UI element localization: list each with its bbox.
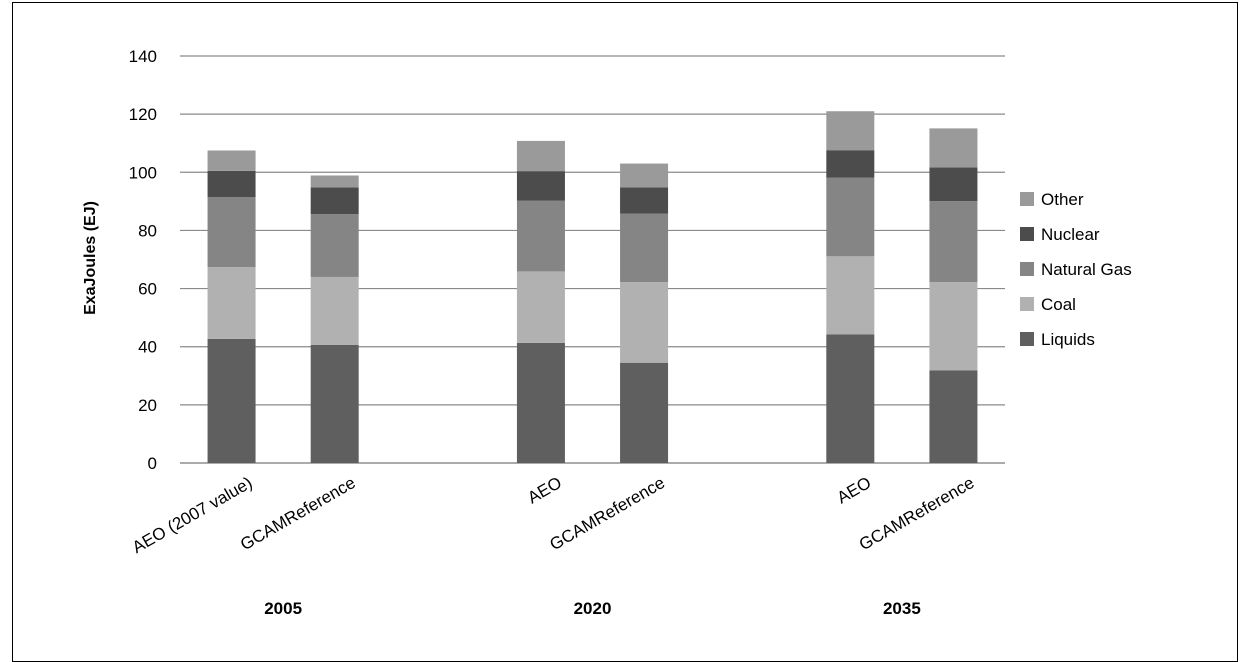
bar-natural-gas-2 xyxy=(516,200,565,272)
bar-natural-gas-1 xyxy=(310,214,359,277)
bar-coal-4 xyxy=(826,256,875,335)
bar-nuclear-5 xyxy=(929,167,978,202)
x-tick-label: AEO xyxy=(834,473,875,507)
bar-coal-5 xyxy=(929,282,978,371)
bar-liquids-4 xyxy=(826,334,875,463)
bar-coal-3 xyxy=(620,282,669,363)
legend-label: Other xyxy=(1041,190,1084,209)
x-tick-label: GCAMReference xyxy=(856,473,978,554)
y-tick-labels: 0 20 40 60 80 100 120 140 xyxy=(129,47,157,473)
bars xyxy=(207,111,978,463)
legend-swatch-nuclear xyxy=(1020,227,1034,241)
bar-nuclear-3 xyxy=(620,187,669,214)
bar-coal-0 xyxy=(207,267,256,339)
bar-coal-2 xyxy=(516,271,565,343)
y-tick-label: 80 xyxy=(138,221,157,240)
group-label-2035: 2035 xyxy=(883,599,921,618)
bar-liquids-0 xyxy=(207,338,256,463)
x-tick-label: AEO xyxy=(524,473,565,507)
bar-natural-gas-0 xyxy=(207,196,256,268)
bar-natural-gas-3 xyxy=(620,213,669,283)
y-axis-label: ExaJoules (EJ) xyxy=(82,201,99,315)
x-tick-labels: AEO (2007 value)GCAMReference AEOGCAMRefe… xyxy=(129,473,977,557)
gridlines xyxy=(180,55,1005,464)
bar-other-5 xyxy=(929,128,978,168)
y-tick-label: 60 xyxy=(138,280,157,299)
group-label-2005: 2005 xyxy=(264,599,302,618)
y-tick-label: 40 xyxy=(138,338,157,357)
legend-label: Nuclear xyxy=(1041,225,1100,244)
group-label-2020: 2020 xyxy=(574,599,612,618)
bar-other-0 xyxy=(207,150,256,171)
bar-other-4 xyxy=(826,111,875,151)
bar-coal-1 xyxy=(310,276,359,345)
bar-nuclear-4 xyxy=(826,150,875,178)
y-tick-label: 140 xyxy=(129,47,157,66)
bar-natural-gas-5 xyxy=(929,201,978,283)
legend-label: Liquids xyxy=(1041,330,1095,349)
group-labels: 2005 2020 2035 xyxy=(264,599,921,618)
bar-nuclear-1 xyxy=(310,187,359,215)
bar-natural-gas-4 xyxy=(826,177,875,257)
bar-other-2 xyxy=(516,140,565,172)
bar-liquids-5 xyxy=(929,370,978,463)
bar-liquids-3 xyxy=(620,362,669,463)
bar-liquids-1 xyxy=(310,344,359,463)
y-tick-label: 20 xyxy=(138,396,157,415)
legend-swatch-liquids xyxy=(1020,332,1034,346)
x-tick-label: GCAMReference xyxy=(546,473,668,554)
legend-swatch-coal xyxy=(1020,297,1034,311)
y-tick-label: 100 xyxy=(129,163,157,182)
bar-nuclear-0 xyxy=(207,170,256,197)
legend-swatch-other xyxy=(1020,192,1034,206)
legend: Other Nuclear Natural Gas Coal Liquids xyxy=(1020,190,1132,349)
y-tick-label: 120 xyxy=(129,105,157,124)
legend-label: Coal xyxy=(1041,295,1076,314)
x-tick-label: GCAMReference xyxy=(237,473,359,554)
legend-swatch-natural-gas xyxy=(1020,262,1034,276)
legend-label: Natural Gas xyxy=(1041,260,1132,279)
x-tick-label: AEO (2007 value) xyxy=(129,473,256,557)
bar-liquids-2 xyxy=(516,342,565,463)
y-tick-label: 0 xyxy=(148,454,157,473)
bar-other-1 xyxy=(310,175,359,188)
bar-nuclear-2 xyxy=(516,171,565,201)
bar-other-3 xyxy=(620,163,669,188)
